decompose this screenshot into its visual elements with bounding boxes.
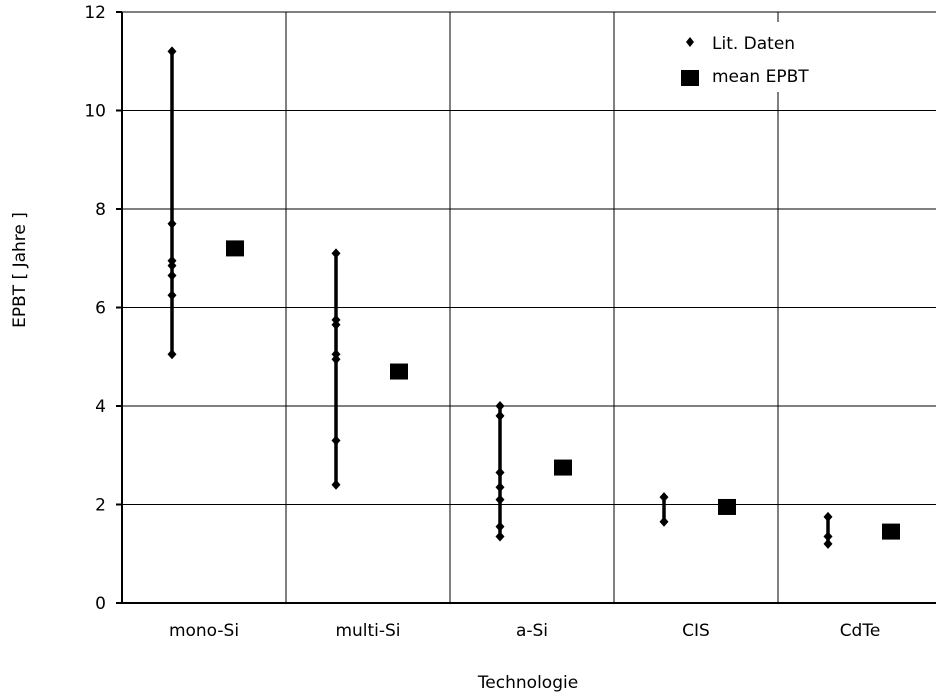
x-tick-label: mono-Si: [169, 621, 239, 641]
grid-lines: [122, 11, 936, 603]
mean-epbt-point: [226, 240, 244, 257]
legend-label-mean-epbt: mean EPBT: [712, 67, 809, 87]
lit-data-point: [495, 521, 505, 532]
lit-data-point: [495, 531, 505, 542]
lit-data-point: [331, 248, 341, 259]
mean-epbt-point: [390, 363, 408, 380]
lit-data-point: [823, 538, 833, 549]
mean-epbt-markers: [226, 240, 900, 540]
lit-data-point: [823, 531, 833, 542]
lit-data-point: [495, 467, 505, 478]
lit-data-point: [167, 270, 177, 281]
axes: [116, 11, 936, 604]
lit-data-point: [495, 494, 505, 505]
y-axis-title: EPBT [ Jahre ]: [10, 212, 30, 328]
y-tick-labels: 0 2 4 6 8 10 12: [84, 3, 106, 614]
lit-data-point: [167, 260, 177, 271]
lit-data-point: [331, 435, 341, 446]
x-tick-label: CIS: [682, 621, 710, 641]
mean-epbt-point: [554, 459, 572, 476]
y-tick-label: 10: [84, 102, 106, 122]
lit-data-point: [167, 349, 177, 360]
lit-data-point: [495, 410, 505, 421]
x-tick-labels: mono-Si multi-Si a-Si CIS CdTe: [169, 621, 880, 641]
lit-data-point: [495, 482, 505, 493]
y-tick-label: 0: [95, 594, 106, 614]
legend-label-lit-daten: Lit. Daten: [712, 34, 795, 54]
lit-data-point: [167, 290, 177, 301]
y-tick-label: 2: [95, 496, 106, 516]
lit-data-point: [659, 492, 669, 503]
lit-data-points: [167, 46, 833, 549]
y-tick-label: 8: [95, 200, 106, 220]
lit-data-point: [167, 218, 177, 229]
lit-data-point: [495, 401, 505, 411]
x-tick-label: CdTe: [840, 621, 881, 641]
x-tick-label: multi-Si: [335, 621, 400, 641]
lit-data-point: [331, 479, 341, 490]
y-tick-label: 6: [95, 299, 106, 319]
x-tick-label: a-Si: [516, 621, 548, 641]
legend-square-icon: [681, 70, 699, 86]
x-axis-title: Technologie: [477, 673, 578, 693]
lit-data-point: [167, 46, 177, 57]
lit-data-point: [823, 511, 833, 522]
y-tick-label: 12: [84, 3, 106, 23]
legend: Lit. Daten mean EPBT: [660, 22, 860, 92]
mean-epbt-point: [882, 523, 900, 540]
y-tick-label: 4: [95, 397, 106, 417]
legend-diamond-icon: [686, 37, 694, 47]
lit-data-point: [331, 354, 341, 365]
lit-data-point: [331, 319, 341, 330]
mean-epbt-point: [718, 498, 736, 515]
lit-data-point: [659, 516, 669, 527]
